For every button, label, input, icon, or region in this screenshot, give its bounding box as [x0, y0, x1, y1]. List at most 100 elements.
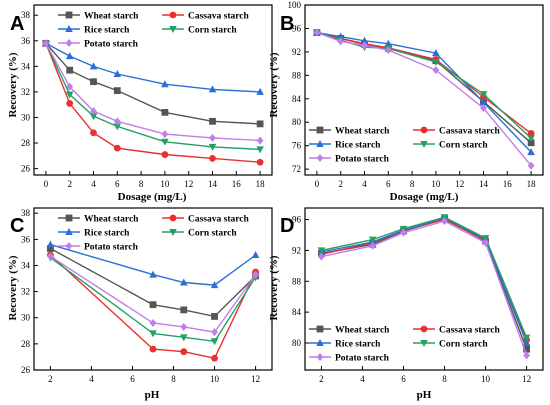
panel-a-xtick-label: 0: [44, 179, 49, 189]
panel-b-series-potato-point: [432, 66, 440, 75]
panel-d: D pH Recovery (%) 2 4 6 8 10 12 80 84 88 92 96 Whea…: [268, 207, 544, 401]
panel-c-xtick-label: 8: [171, 374, 176, 384]
panel-a-series-potato-point: [90, 107, 97, 116]
panel-d-series-potato-point: [482, 238, 489, 247]
panel-a-ytick-label: 30: [21, 112, 31, 122]
panel-d-series-potato-point: [441, 217, 448, 226]
panel-d-series-potato-point: [523, 351, 530, 360]
panel-a-legend-potato-label: Potato starch: [84, 40, 139, 50]
panel-c-series-rice-point: [251, 251, 260, 259]
panel-c-legend-wheat-label: Wheat starch: [84, 215, 139, 225]
panel-d-series-potato-point: [318, 252, 325, 261]
panel-a-series-cassava-point: [209, 154, 216, 162]
panel-a-series-corn-point: [89, 113, 98, 121]
panel-d-ytick-label: 88: [292, 276, 302, 286]
panel-d-legend-potato-label: Potato starch: [335, 354, 390, 364]
panel-a-series-potato-line: [45, 42, 261, 142]
panel-d-series-wheat-point: [523, 345, 530, 353]
panel-a-xtick-label: 6: [115, 179, 120, 189]
panel-c-legend-rice-marker: [65, 228, 73, 235]
panel-b-legend-wheat-label: Wheat starch: [335, 127, 390, 137]
panel-a-series-wheat-point: [90, 78, 97, 86]
panel-c-legend-rice-label: Rice starch: [84, 229, 130, 239]
panel-c-legend-cassava-marker: [169, 214, 177, 222]
panel-a-letter: A: [10, 13, 24, 35]
panel-c-series-rice-point: [46, 240, 55, 248]
panel-b-series-wheat-point: [527, 139, 535, 147]
panel-a-series-corn-point: [161, 138, 169, 146]
panel-d-plot-frame: [304, 207, 544, 371]
panel-c-plot-frame: [33, 207, 273, 371]
panel-b: B Dosage (mg/L) Recovery (%) 0 2 4 6 8 10 12 14…: [268, 0, 544, 203]
panel-d-legend-rice-label: Rice starch: [335, 340, 381, 350]
panel-a-ytick-label: 34: [21, 61, 31, 71]
panel-a-series-rice-point: [256, 87, 264, 95]
panel-a-series-cassava-point: [256, 158, 264, 166]
panel-a-series-corn-point: [65, 91, 74, 99]
panel-d-legend-wheat-label: Wheat starch: [335, 326, 390, 336]
panel-b-plot-frame: [304, 4, 544, 176]
panel-d-ytick-label: 80: [292, 338, 302, 348]
panel-b-legend: Wheat starch Cassava starch Rice starch Cor…: [309, 127, 501, 165]
panel-c-legend-cassava-label: Cassava starch: [188, 215, 250, 225]
panel-b-series-corn-point: [527, 135, 535, 143]
panel-a-xtick-label: 4: [91, 179, 96, 189]
panel-c-xtick-label: 2: [48, 374, 53, 384]
panel-b-series-rice-point: [432, 49, 440, 57]
panel-a-plot-frame: [33, 4, 273, 176]
panel-b-ytick-label: 80: [292, 117, 302, 127]
panel-d-letter: D: [280, 215, 294, 237]
panel-a: A Dosage (mg/L) Recovery (%) 0 2 4 6 8 10 12 14…: [7, 4, 273, 203]
panel-c-ytick-label: 32: [21, 287, 30, 297]
panel-d-ytick-label: 84: [292, 307, 302, 317]
panel-b-xtick-label: 10: [431, 179, 441, 189]
panel-a-series-potato-point: [113, 117, 121, 126]
panel-a-ytick-label: 28: [21, 138, 31, 148]
panel-d-legend-wheat-marker: [316, 325, 324, 333]
panel-b-legend-potato-marker: [316, 154, 324, 162]
panel-c-series-wheat-point: [47, 245, 54, 252]
panel-a-xtick-label: 18: [256, 179, 266, 189]
panel-a-series-wheat-line: [45, 42, 261, 125]
panel-a-legend: Wheat starch Cassava starch Rice starch Cor…: [58, 12, 250, 50]
panel-a-series-cassava-point: [161, 151, 169, 158]
panel-c-series-cassava-point: [180, 348, 188, 356]
panel-c-xtick-label: 4: [89, 374, 94, 384]
panel-d-legend-potato-marker: [316, 353, 324, 361]
panel-b-series-rice-point: [384, 39, 393, 47]
panel-b-xtick-label: 6: [386, 179, 391, 189]
panel-c: C pH Recovery (%) 2 4 6 8 10 12 26 28 30 32 34 36 38…: [7, 207, 273, 401]
panel-a-series-wheat-point: [209, 117, 216, 125]
panel-b-xtick-label: 16: [503, 179, 513, 189]
panel-b-legend-rice-label: Rice starch: [335, 141, 381, 151]
panel-c-series-corn-point: [210, 338, 219, 346]
panel-b-series-potato-point: [527, 161, 535, 170]
panel-c-ytick-label: 34: [21, 260, 31, 270]
panel-c-series-rice-point: [210, 281, 219, 289]
panel-b-xlabel: Dosage (mg/L): [390, 191, 459, 203]
panel-a-series-wheat-point: [161, 108, 169, 116]
panel-c-series-corn-point: [149, 330, 157, 338]
panel-a-series-cassava-point: [90, 129, 97, 137]
panel-a-legend-wheat-label: Wheat starch: [84, 12, 139, 22]
panel-c-legend-potato-marker: [65, 242, 73, 250]
panel-b-series-potato-point: [480, 104, 487, 113]
panel-b-ytick-label: 100: [288, 0, 302, 10]
panel-d-legend-corn-label: Corn starch: [439, 340, 488, 350]
panel-c-ytick-label: 36: [21, 234, 31, 244]
panel-b-legend-cassava-marker: [420, 126, 428, 134]
panel-c-ytick-label: 38: [21, 208, 31, 218]
panel-c-series-wheat-point: [211, 313, 218, 320]
panel-d-legend-cassava-label: Cassava starch: [439, 326, 501, 336]
panel-a-series-cassava-point: [66, 100, 74, 107]
panel-b-ytick-label: 96: [292, 23, 302, 33]
panel-c-legend-potato-label: Potato starch: [84, 243, 139, 253]
panel-d-xtick-label: 6: [401, 374, 406, 384]
panel-a-legend-potato-marker: [65, 39, 73, 47]
panel-b-legend-corn-label: Corn starch: [439, 141, 488, 151]
panel-c-ylabel: Recovery (%): [7, 255, 19, 320]
panel-d-legend-rice-marker: [316, 339, 324, 346]
panel-d-series-cassava-line: [321, 218, 528, 341]
panel-c-series-potato-point: [252, 270, 259, 279]
panel-c-legend-wheat-marker: [65, 214, 73, 222]
